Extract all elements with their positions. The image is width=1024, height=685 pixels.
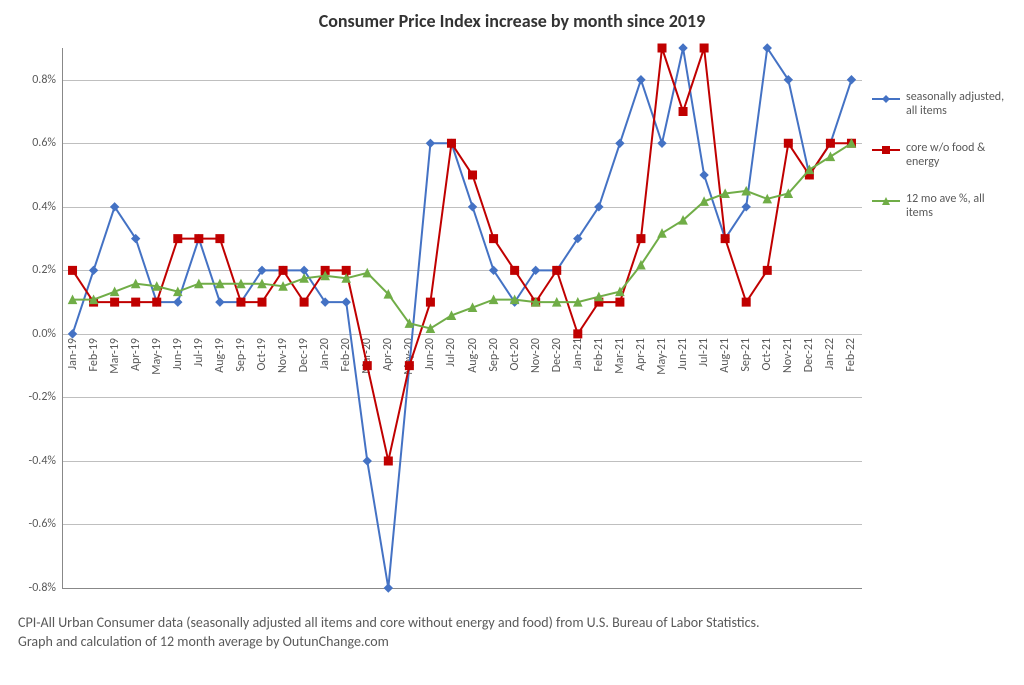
legend: seasonally adjusted, all items core w/o f…	[872, 90, 1012, 242]
series-marker-seasonally_adjusted	[342, 298, 350, 306]
series-marker-seasonally_adjusted	[216, 298, 224, 306]
footnote-line: CPI-All Urban Consumer data (seasonally …	[18, 614, 1006, 633]
series-line-twelve_mo_avg	[73, 143, 852, 328]
series-marker-core	[132, 298, 140, 306]
series-marker-core	[447, 139, 455, 147]
y-tick-label: 0.0%	[32, 327, 62, 341]
series-marker-seasonally_adjusted	[426, 139, 434, 147]
legend-swatch	[872, 144, 900, 156]
series-marker-core	[469, 171, 477, 179]
y-tick-label: 0.8%	[32, 73, 62, 87]
series-marker-seasonally_adjusted	[616, 139, 624, 147]
chart-container: Consumer Price Index increase by month s…	[0, 0, 1024, 685]
series-svg	[62, 48, 862, 588]
y-tick-label: -0.8%	[29, 581, 62, 595]
series-marker-core	[616, 298, 624, 306]
series-marker-core	[763, 266, 771, 274]
series-marker-core	[784, 139, 792, 147]
series-marker-seasonally_adjusted	[847, 76, 855, 84]
footnote-line: Graph and calculation of 12 month averag…	[18, 633, 1006, 652]
chart-title: Consumer Price Index increase by month s…	[0, 10, 1024, 32]
legend-swatch	[872, 195, 900, 207]
series-marker-seasonally_adjusted	[69, 330, 77, 338]
y-tick-label: -0.6%	[29, 517, 62, 531]
y-tick-label: -0.2%	[29, 390, 62, 404]
series-marker-core	[384, 457, 392, 465]
series-marker-core	[574, 330, 582, 338]
series-marker-core	[174, 235, 182, 243]
legend-label: 12 mo ave %, all items	[906, 192, 1012, 221]
series-marker-seasonally_adjusted	[90, 266, 98, 274]
series-marker-core	[679, 108, 687, 116]
series-marker-core	[490, 235, 498, 243]
series-marker-seasonally_adjusted	[679, 44, 687, 52]
series-marker-core	[511, 266, 519, 274]
series-marker-core	[658, 44, 666, 52]
series-marker-seasonally_adjusted	[384, 584, 392, 592]
y-tick-label: 0.4%	[32, 200, 62, 214]
series-line-seasonally_adjusted	[73, 48, 852, 588]
series-marker-core	[69, 266, 77, 274]
series-marker-seasonally_adjusted	[174, 298, 182, 306]
series-marker-core	[826, 139, 834, 147]
y-tick-label: -0.4%	[29, 454, 62, 468]
series-marker-core	[426, 298, 434, 306]
legend-label: core w/o food & energy	[906, 141, 1012, 170]
series-marker-seasonally_adjusted	[700, 171, 708, 179]
legend-item-twelve_mo_avg: 12 mo ave %, all items	[872, 192, 1012, 221]
series-marker-core	[300, 298, 308, 306]
series-marker-core	[216, 235, 224, 243]
series-marker-core	[721, 235, 729, 243]
series-marker-core	[700, 44, 708, 52]
series-marker-core	[237, 298, 245, 306]
series-marker-seasonally_adjusted	[637, 76, 645, 84]
series-marker-core	[153, 298, 161, 306]
series-marker-seasonally_adjusted	[469, 203, 477, 211]
series-marker-core	[363, 362, 371, 370]
series-marker-core	[279, 266, 287, 274]
series-marker-core	[553, 266, 561, 274]
series-marker-seasonally_adjusted	[363, 457, 371, 465]
series-marker-core	[405, 362, 413, 370]
legend-item-core: core w/o food & energy	[872, 141, 1012, 170]
footnote: CPI-All Urban Consumer data (seasonally …	[18, 614, 1006, 652]
series-line-core	[73, 48, 852, 461]
legend-label: seasonally adjusted, all items	[906, 90, 1012, 119]
series-marker-core	[258, 298, 266, 306]
series-marker-core	[637, 235, 645, 243]
series-marker-core	[111, 298, 119, 306]
legend-swatch	[872, 93, 900, 105]
series-marker-core	[342, 266, 350, 274]
y-tick-label: 0.6%	[32, 136, 62, 150]
plot-area: -0.8%-0.6%-0.4%-0.2%0.0%0.2%0.4%0.6%0.8%…	[62, 48, 862, 588]
series-marker-seasonally_adjusted	[658, 139, 666, 147]
y-tick-label: 0.2%	[32, 263, 62, 277]
legend-item-seasonally_adjusted: seasonally adjusted, all items	[872, 90, 1012, 119]
series-marker-core	[742, 298, 750, 306]
series-marker-core	[195, 235, 203, 243]
